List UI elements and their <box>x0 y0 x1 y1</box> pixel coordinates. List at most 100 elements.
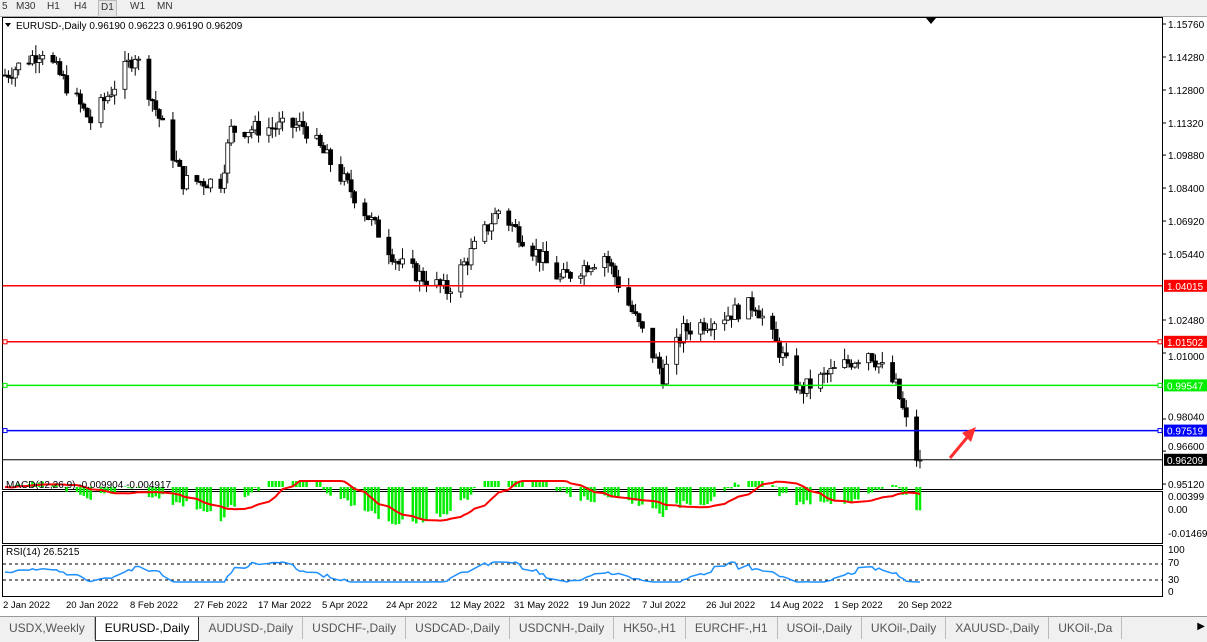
candle-body <box>201 181 207 187</box>
candle-body <box>773 328 779 342</box>
candle-body <box>400 258 405 265</box>
candle-body <box>845 359 851 364</box>
main-panel <box>2 17 1163 490</box>
candle-body <box>492 213 498 225</box>
candle-body <box>50 54 56 63</box>
candle-body <box>98 97 104 124</box>
macd-label: MACD(12,26,9) -0.009904 -0.004917 <box>6 480 172 491</box>
timeframe-5[interactable]: 5 <box>2 1 8 12</box>
level-handle[interactable] <box>1157 382 1163 388</box>
candle-body <box>516 226 522 243</box>
time-axis-label: 2 Jan 2022 <box>3 600 50 611</box>
timeframe-H4[interactable]: H4 <box>74 1 87 12</box>
timeframe-MN[interactable]: MN <box>157 1 173 12</box>
candle-body <box>256 120 261 136</box>
chart-tab[interactable]: AUDUSD-,Daily <box>199 617 304 639</box>
candle-body <box>557 276 563 280</box>
candle-body <box>74 92 80 95</box>
timeframe-W1[interactable]: W1 <box>130 1 145 12</box>
candle-body <box>554 262 560 280</box>
candle-body <box>855 362 861 365</box>
candle-body <box>711 323 717 330</box>
level-handle[interactable] <box>1157 428 1163 434</box>
candle-body <box>40 54 46 60</box>
candle-body <box>290 117 296 128</box>
price-level-value: 0.96209 <box>1167 456 1204 467</box>
price-label: 0.98040 <box>1168 413 1205 424</box>
candle-body <box>280 117 285 123</box>
chart-tabs: USDX,Weekly EURUSD-,Daily AUDUSD-,Daily USD… <box>0 616 1207 642</box>
candle-body <box>81 103 87 109</box>
timeframe-D1[interactable]: D1 <box>98 0 117 17</box>
price-label: 1.01000 <box>1168 352 1205 363</box>
price-label: 0.96600 <box>1168 442 1205 453</box>
candle-body <box>160 117 166 121</box>
candle-body <box>568 272 573 279</box>
candle-body <box>156 109 162 119</box>
price-level-badge <box>1164 279 1207 292</box>
price-level-value: 1.01502 <box>1167 338 1204 349</box>
chart-tab[interactable]: UKOil-,Da <box>1049 617 1123 639</box>
candle-body <box>389 254 395 263</box>
chart-tab[interactable]: USDCAD-,Daily <box>406 617 510 639</box>
chart-tab[interactable]: UKOil-,Daily <box>862 617 947 639</box>
candle-body <box>890 362 895 383</box>
timeframe-H1[interactable]: H1 <box>47 1 60 12</box>
candle-body <box>88 116 94 124</box>
level-handle[interactable] <box>1157 339 1163 345</box>
level-handle[interactable] <box>2 339 8 345</box>
chart-tab[interactable]: USDCNH-,Daily <box>510 617 615 639</box>
candle-body <box>544 251 549 264</box>
level-handle[interactable] <box>2 382 8 388</box>
candle-body <box>687 330 693 335</box>
candle-body <box>84 107 90 118</box>
chart-tab[interactable]: EURCHF-,H1 <box>686 617 778 639</box>
candle-body <box>448 291 453 294</box>
candle-body <box>300 120 306 128</box>
candle-body <box>146 58 152 100</box>
candle-body <box>266 127 272 136</box>
candle-body <box>626 287 632 306</box>
time-axis-label: 24 Apr 2022 <box>386 600 437 611</box>
candle-body <box>684 323 690 332</box>
candle-body <box>657 356 662 369</box>
candle-body <box>232 125 238 133</box>
candle-body <box>60 74 66 76</box>
price-level-badge <box>1164 424 1207 437</box>
candle-body <box>468 248 474 266</box>
level-handle[interactable] <box>2 428 8 434</box>
chart-tab[interactable]: XAUUSD-,Daily <box>946 617 1050 639</box>
price-level-badge <box>1164 335 1207 348</box>
price-chart[interactable]: 1.15760 1.14280 1.12800 1.11320 1.09880 1.084… <box>0 16 1207 616</box>
price-level-value: 0.97519 <box>1167 427 1204 438</box>
time-axis-label: 14 Aug 2022 <box>770 600 823 611</box>
candle-body <box>605 256 611 264</box>
candle-body <box>345 173 351 181</box>
candle-body <box>317 134 323 146</box>
candle-body <box>636 313 642 323</box>
price-label: 1.06920 <box>1168 217 1205 228</box>
candle-body <box>184 175 190 190</box>
candle-body <box>321 145 327 154</box>
chart-tab[interactable]: USDCHF-,Daily <box>303 617 407 639</box>
candle-body <box>177 159 183 167</box>
candle-body <box>122 60 128 90</box>
chart-tab[interactable]: USDX,Weekly <box>0 617 95 639</box>
annotation-arrowhead-icon <box>962 427 976 442</box>
scroll-right-icon[interactable]: ▶ <box>1197 621 1205 632</box>
chart-title: EURUSD-,Daily 0.96190 0.96223 0.96190 0.… <box>16 21 243 32</box>
candle-body <box>506 210 512 226</box>
candle-body <box>914 416 919 461</box>
candle-body <box>153 100 159 110</box>
chart-tab[interactable]: EURUSD-,Daily <box>94 617 200 641</box>
chart-tab[interactable]: USOil-,Daily <box>778 617 862 639</box>
candle-body <box>735 304 741 320</box>
timeframe-M30[interactable]: M30 <box>16 1 36 12</box>
rsi-axis-label: 70 <box>1168 558 1180 569</box>
candle-body <box>132 58 138 69</box>
price-level-value: 1.04015 <box>1167 282 1204 293</box>
price-level-badge <box>1164 453 1207 466</box>
candle-body <box>807 378 813 389</box>
macd-signal-line <box>4 480 921 522</box>
chart-tab[interactable]: HK50-,H1 <box>614 617 686 639</box>
